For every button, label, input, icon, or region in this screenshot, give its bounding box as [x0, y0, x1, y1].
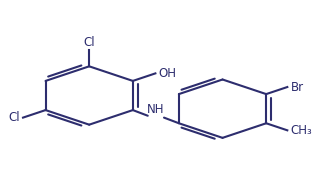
Text: CH₃: CH₃ [291, 124, 312, 137]
Text: OH: OH [159, 67, 177, 80]
Text: NH: NH [147, 103, 165, 116]
Text: Cl: Cl [8, 111, 20, 124]
Text: Br: Br [291, 81, 304, 94]
Text: Cl: Cl [83, 36, 95, 49]
